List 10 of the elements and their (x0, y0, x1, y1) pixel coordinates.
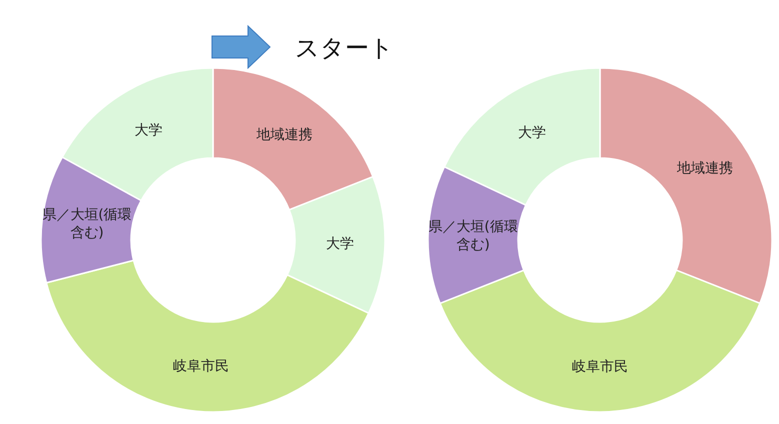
slice-label: 県／大垣(循環含む) (428, 218, 518, 253)
slice-label: 地域連携 (255, 126, 312, 143)
slice-label: 大学 (518, 124, 546, 141)
slice-label: 大学 (134, 122, 162, 139)
slice-label: 岐阜市民 (572, 358, 628, 375)
slice-label: 地域連携 (676, 160, 734, 176)
text: スタート (295, 34, 394, 62)
slice-label: 岐阜市民 (173, 358, 230, 374)
slice-label: 県／大垣(循環含む) (42, 206, 132, 241)
slice-label: 大学 (326, 236, 354, 252)
